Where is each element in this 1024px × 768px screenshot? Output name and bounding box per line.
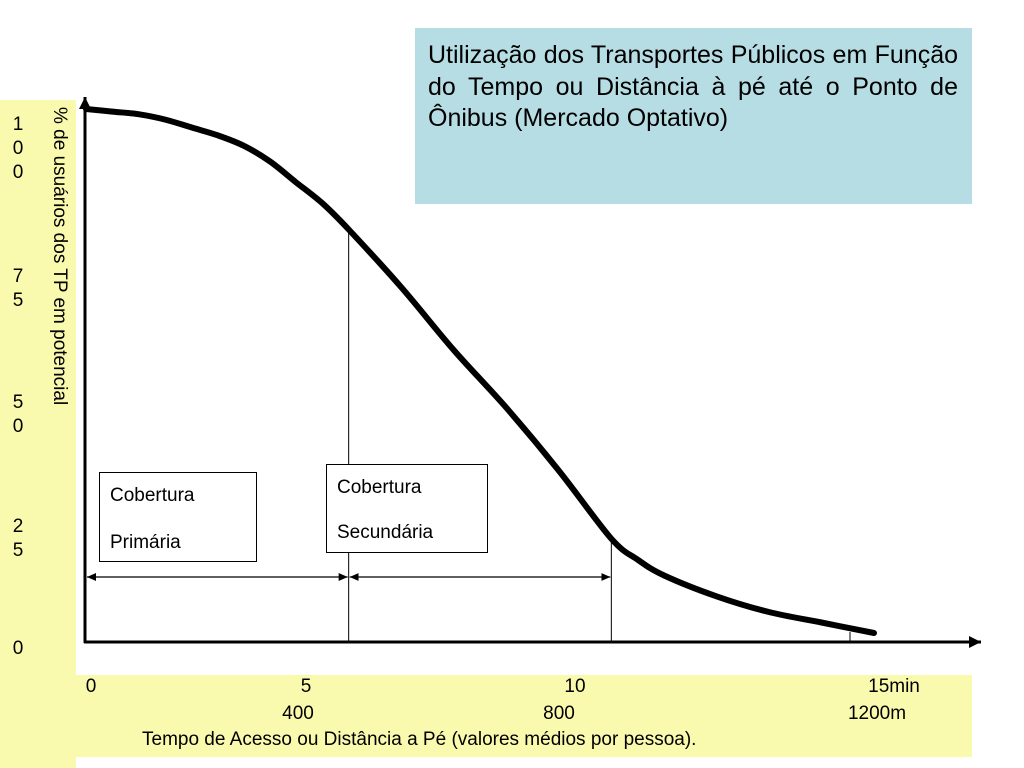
y-tick-label-100: 1 0 0 <box>12 114 24 183</box>
secondary-coverage-box: Cobertura Secundária <box>326 464 488 553</box>
x-axis-band <box>76 675 972 757</box>
chart-title: Utilização dos Transportes Públicos em F… <box>415 28 972 204</box>
x-tick-label-time-5: 5 <box>300 676 312 697</box>
x-tick-label-distance-1200: 1200m <box>847 703 907 724</box>
series-line <box>83 106 877 636</box>
x-axis-label: Tempo de Acesso ou Distância a Pé (valor… <box>142 729 697 750</box>
primary-coverage-box: Cobertura Primária <box>99 472 257 562</box>
primary-coverage-label-line1: Cobertura <box>110 485 195 506</box>
y-axis-band <box>0 100 76 768</box>
secondary-coverage-label-line1: Cobertura <box>337 477 422 498</box>
y-tick-label-50: 5 0 <box>12 392 24 437</box>
x-tick-label-time-0: 0 <box>85 676 97 697</box>
y-axis-label: % de usuários dos TP em potencial <box>49 107 70 406</box>
y-tick-label-0: 0 <box>12 638 24 659</box>
primary-coverage-label-line2: Primária <box>110 532 181 553</box>
x-tick-label-time-15: 15min <box>868 676 920 697</box>
y-tick-label-25: 2 5 <box>12 516 24 561</box>
x-tick-label-distance-800: 800 <box>543 703 575 724</box>
y-tick-label-75: 7 5 <box>12 266 24 311</box>
x-tick-label-distance-400: 400 <box>282 703 314 724</box>
x-tick-label-time-10: 10 <box>564 676 586 697</box>
secondary-coverage-label-line2: Secundária <box>337 522 434 543</box>
